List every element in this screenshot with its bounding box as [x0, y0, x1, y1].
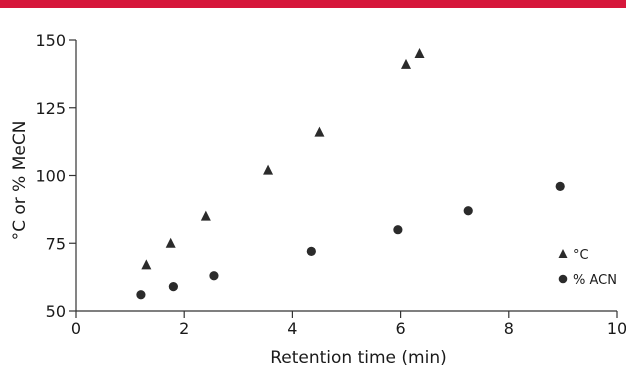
x-tick-label: 0: [71, 319, 81, 338]
x-ticks: 0 2 4 6 8 10: [71, 311, 626, 338]
y-ticks: 50 75 100 125 150: [35, 31, 76, 321]
point-temp-2: [200, 210, 211, 221]
x-tick-label: 10: [607, 319, 626, 338]
x-tick-label: 6: [396, 319, 406, 338]
point-temp-5: [401, 58, 412, 69]
axes: [75, 40, 617, 312]
point-acn-4: [393, 225, 403, 235]
point-temp-3: [263, 164, 274, 175]
x-axis-title: Retention time (min): [270, 348, 447, 368]
point-temp-0: [141, 259, 152, 270]
point-acn-2: [209, 271, 219, 281]
point-acn-3: [306, 246, 316, 256]
point-acn-0: [136, 290, 146, 300]
legend-circle-icon: [558, 274, 568, 284]
point-temp-1: [165, 237, 176, 248]
legend: °C % ACN: [558, 248, 617, 288]
y-tick-label: 50: [46, 302, 66, 321]
point-temp-4: [314, 126, 325, 137]
y-tick-label: 100: [35, 167, 66, 186]
point-acn-5: [463, 206, 473, 216]
x-tick-label: 2: [179, 319, 189, 338]
legend-label: °C: [573, 248, 589, 263]
point-temp-6: [414, 48, 425, 59]
header-banner: [0, 0, 626, 8]
legend-triangle-icon: [558, 248, 568, 259]
y-tick-label: 125: [35, 99, 66, 118]
legend-label: % ACN: [573, 273, 617, 288]
x-tick-label: 8: [504, 319, 514, 338]
y-tick-label: 75: [46, 234, 66, 253]
y-axis-title: °C or % MeCN: [10, 121, 30, 241]
y-tick-label: 150: [35, 31, 66, 50]
data-points: [136, 48, 565, 300]
point-acn-1: [168, 282, 178, 292]
x-tick-label: 4: [287, 319, 297, 338]
point-acn-6: [555, 181, 565, 191]
